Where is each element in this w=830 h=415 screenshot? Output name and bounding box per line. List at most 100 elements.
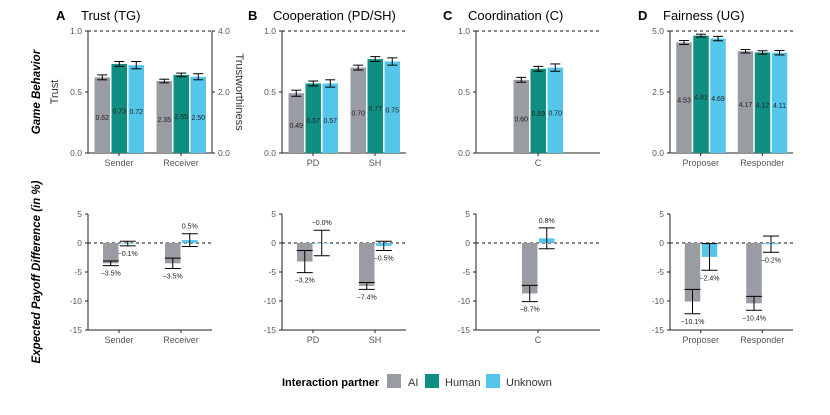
bar-unknown bbox=[128, 65, 144, 153]
y-tick-label: 5 bbox=[271, 209, 276, 219]
data-label: −10.1% bbox=[681, 319, 705, 326]
y-tick-label-right: 0.0 bbox=[218, 148, 230, 158]
x-tick-label: Receiver bbox=[163, 158, 199, 168]
data-label: 4.69 bbox=[711, 96, 725, 103]
y-tick-label: 5 bbox=[465, 209, 470, 219]
bar-ai bbox=[522, 243, 538, 294]
y-tick-label-right: 4.0 bbox=[218, 26, 230, 36]
bar-human bbox=[305, 83, 321, 153]
data-label: −2.4% bbox=[699, 275, 719, 282]
data-label: 2.50 bbox=[191, 115, 205, 122]
y-tick-label: 1.0 bbox=[70, 26, 82, 36]
data-label: 0.49 bbox=[289, 123, 303, 130]
bar-human bbox=[754, 52, 771, 153]
y-tick-label: 0.5 bbox=[70, 87, 82, 97]
data-label: 0.70 bbox=[548, 110, 562, 117]
row-label-bottom: Expected Payoff Difference (in %) bbox=[31, 180, 43, 363]
bar-unknown bbox=[322, 83, 338, 153]
panel-A-bottom: 5 0 -5 -10 -15 Sender −3.5% −0.1% Receiver −3.5% 0… bbox=[70, 209, 212, 345]
panel-A-top: A Trust (TG) 0.0 0.5 1.0 Trust 0.0 2.0 4.0 Trustw… bbox=[49, 8, 245, 168]
x-tick-label: SH bbox=[369, 335, 382, 345]
y-tick-label: -15 bbox=[652, 325, 665, 335]
legend-swatch-ai bbox=[387, 374, 401, 388]
x-tick-label: C bbox=[535, 335, 542, 345]
data-label: −0.1% bbox=[118, 251, 138, 258]
bar-human bbox=[111, 63, 127, 153]
y-tick-label: -10 bbox=[652, 296, 665, 306]
legend-swatch-human bbox=[425, 374, 439, 388]
legend-label-human: Human bbox=[445, 377, 480, 389]
bar-ai bbox=[676, 42, 692, 153]
bar-ai bbox=[156, 81, 172, 153]
data-label: 0.57 bbox=[306, 118, 320, 125]
y-tick-label: -15 bbox=[458, 325, 471, 335]
data-label: 4.81 bbox=[694, 94, 708, 101]
y-tick-label: 0.0 bbox=[70, 148, 82, 158]
y-tick-label: 5 bbox=[77, 209, 82, 219]
panel-C-top: C Coordination (C) 0.0 0.5 1.0 C 0.600.69 0.70 bbox=[443, 8, 600, 168]
x-tick-label: Proposer bbox=[682, 335, 719, 345]
legend-title: Interaction partner bbox=[282, 377, 380, 389]
y-tick-label: 0 bbox=[271, 238, 276, 248]
y-tick-label: -10 bbox=[264, 296, 277, 306]
bar-human bbox=[173, 74, 189, 153]
y-tick-label: -5 bbox=[462, 267, 470, 277]
panel-title: Coordination (C) bbox=[468, 8, 563, 23]
panel-letter: B bbox=[248, 8, 257, 23]
panel-title: Cooperation (PD/SH) bbox=[273, 8, 396, 23]
y-tick-label: -15 bbox=[264, 325, 277, 335]
y-tick-label: 5.0 bbox=[652, 26, 664, 36]
panel-letter: A bbox=[56, 8, 66, 23]
data-label: −0.5% bbox=[374, 256, 394, 263]
y-tick-label: -5 bbox=[74, 267, 82, 277]
y-tick-label: 0.0 bbox=[264, 148, 276, 158]
data-label: 0.5% bbox=[182, 224, 198, 231]
y-tick-label: -5 bbox=[656, 267, 664, 277]
data-label: −3.5% bbox=[163, 274, 183, 281]
y-tick-label: 0.5 bbox=[458, 87, 470, 97]
y-axis-label-right: Trustworthiness bbox=[233, 53, 245, 131]
legend: Interaction partner AI Human Unknown bbox=[282, 374, 552, 389]
y-tick-label: 0 bbox=[465, 238, 470, 248]
y-tick-label: 1.0 bbox=[458, 26, 470, 36]
data-label: 2.35 bbox=[157, 117, 171, 124]
bar-ai bbox=[684, 243, 701, 302]
data-label: 0.75 bbox=[385, 107, 399, 114]
bar-ai bbox=[288, 93, 304, 153]
y-tick-label: 0.5 bbox=[264, 87, 276, 97]
data-label: 0.8% bbox=[539, 218, 555, 225]
data-label: 0.62 bbox=[95, 115, 109, 122]
data-label: 0.69 bbox=[531, 111, 545, 118]
y-tick-label: -5 bbox=[268, 267, 276, 277]
x-tick-label: Responder bbox=[740, 158, 784, 168]
panel-B-bottom: 5 0 -5 -10 -15 PD −3.2% −0.0% SH −7.4% −0.5% bbox=[264, 209, 406, 345]
bar-ai bbox=[513, 79, 529, 153]
y-tick-label: 2.5 bbox=[652, 87, 664, 97]
data-label: 2.55 bbox=[174, 114, 188, 121]
data-label: −7.4% bbox=[357, 294, 377, 301]
data-label: 4.53 bbox=[677, 98, 691, 105]
data-label: 0.73 bbox=[112, 108, 126, 115]
x-tick-label: Sender bbox=[104, 158, 133, 168]
bar-human bbox=[693, 35, 709, 153]
y-tick-label: -10 bbox=[458, 296, 471, 306]
y-tick-label: -15 bbox=[70, 325, 83, 335]
panel-C-bottom: 5 0 -5 -10 -15 C −8.7% 0.8% bbox=[458, 209, 600, 345]
bar-unknown bbox=[771, 52, 788, 153]
data-label: −0.0% bbox=[312, 220, 332, 227]
data-label: 0.70 bbox=[351, 110, 365, 117]
data-label: −0.2% bbox=[761, 257, 781, 264]
data-label: 4.11 bbox=[773, 103, 786, 110]
y-axis-label: Trust bbox=[49, 80, 61, 105]
bar-ai bbox=[737, 51, 754, 153]
x-tick-label: Proposer bbox=[682, 158, 719, 168]
data-label: 0.57 bbox=[323, 118, 337, 125]
x-tick-label: Receiver bbox=[163, 335, 199, 345]
bar-unknown bbox=[547, 67, 563, 153]
legend-label-ai: AI bbox=[408, 377, 418, 389]
panel-title: Trust (TG) bbox=[81, 8, 140, 23]
panel-letter: D bbox=[638, 8, 647, 23]
